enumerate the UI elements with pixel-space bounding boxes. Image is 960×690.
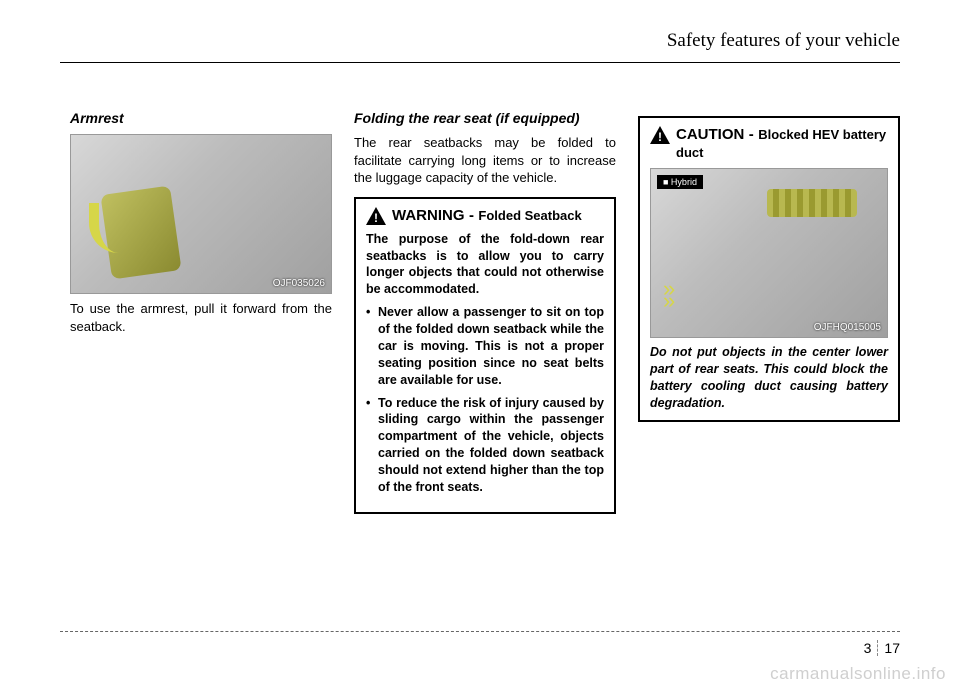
caution-title-text: CAUTION - Blocked HEV battery duct	[676, 126, 888, 162]
caution-title-sep: -	[749, 126, 754, 143]
figure-code: OJFHQ015005	[814, 322, 881, 333]
header-rule	[60, 62, 900, 63]
content-columns: Armrest OJF035026 To use the armrest, pu…	[70, 110, 900, 514]
warning-body: The purpose of the fold-down rear seatba…	[366, 231, 604, 496]
warning-list: Never allow a passenger to sit on top of…	[366, 304, 604, 496]
folding-intro: The rear seatbacks may be folded to faci…	[354, 134, 616, 187]
page-number-value: 17	[884, 640, 900, 656]
warning-title-main: WARNING	[392, 207, 465, 224]
svg-text:!: !	[374, 211, 378, 225]
warning-triangle-icon: !	[366, 207, 386, 225]
warning-lead: The purpose of the fold-down rear seatba…	[366, 231, 604, 299]
warning-title-text: WARNING - Folded Seatback	[392, 207, 582, 225]
armrest-figure: OJF035026	[70, 134, 332, 294]
battery-duct-illustration	[767, 189, 857, 217]
warning-title-sub: Folded Seatback	[478, 208, 581, 223]
warning-item: To reduce the risk of injury caused by s…	[366, 395, 604, 496]
caution-triangle-icon: !	[650, 126, 670, 144]
armrest-body: To use the armrest, pull it forward from…	[70, 300, 332, 335]
column-3: ! CAUTION - Blocked HEV battery duct ■ H…	[638, 110, 900, 514]
page-number: 3 17	[864, 640, 900, 656]
warning-title-sep: -	[469, 207, 474, 224]
column-2: Folding the rear seat (if equipped) The …	[354, 110, 616, 514]
figure-code: OJF035026	[273, 278, 325, 289]
caution-title-main: CAUTION	[676, 126, 744, 143]
hybrid-tag: ■ Hybrid	[657, 175, 703, 189]
warning-item: Never allow a passenger to sit on top of…	[366, 304, 604, 388]
page: Safety features of your vehicle Armrest …	[0, 0, 960, 690]
caution-box: ! CAUTION - Blocked HEV battery duct ■ H…	[638, 116, 900, 422]
folding-heading: Folding the rear seat (if equipped)	[354, 110, 616, 126]
caution-title-row: ! CAUTION - Blocked HEV battery duct	[650, 126, 888, 162]
warning-title-row: ! WARNING - Folded Seatback	[366, 207, 604, 225]
footer-rule	[60, 631, 900, 632]
chapter-number: 3	[864, 640, 872, 656]
watermark: carmanualsonline.info	[770, 664, 946, 684]
warning-box: ! WARNING - Folded Seatback The purpose …	[354, 197, 616, 514]
pull-arrow-icon	[89, 203, 119, 253]
svg-text:!: !	[658, 130, 662, 144]
column-1: Armrest OJF035026 To use the armrest, pu…	[70, 110, 332, 514]
airflow-arrows-icon: »»	[663, 283, 675, 307]
page-separator	[877, 640, 878, 656]
header-title: Safety features of your vehicle	[667, 30, 900, 52]
caution-figure: ■ Hybrid »» OJFHQ015005	[650, 168, 888, 338]
caution-caption: Do not put objects in the center lower p…	[650, 344, 888, 412]
armrest-heading: Armrest	[70, 110, 332, 126]
